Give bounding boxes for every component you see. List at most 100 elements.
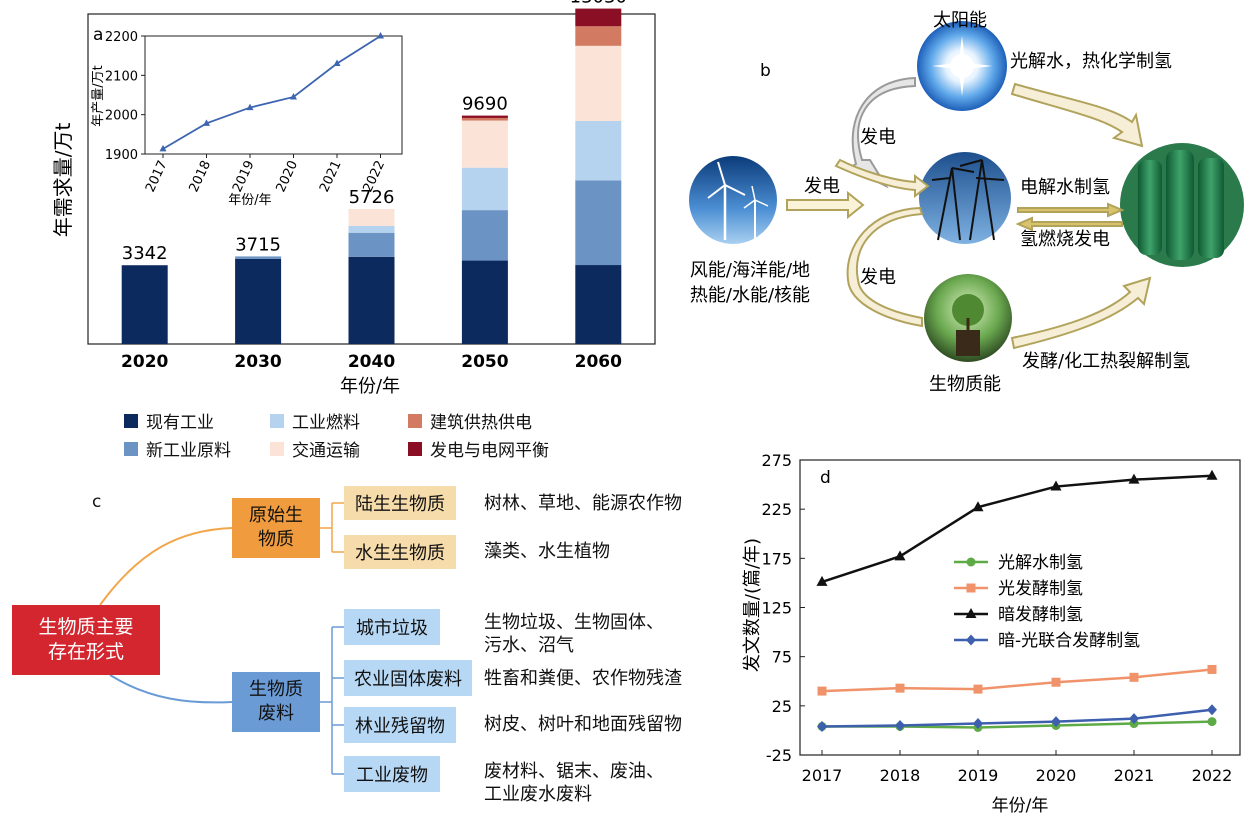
y-tick-label: 275: [761, 451, 792, 470]
bar-segment: [235, 258, 282, 344]
x-tick-label: 2019: [958, 766, 999, 785]
x-tick-label: 2030: [234, 352, 281, 372]
urban-desc-line2: 污水、沼气: [484, 635, 574, 656]
agri-desc: 牲畜和粪便、农作物残渣: [484, 668, 682, 689]
x-tick-label: 2020: [121, 352, 168, 372]
legend-swatch: [408, 441, 422, 456]
y-tick-label: 175: [761, 549, 792, 568]
x-tick-label: 2050: [461, 352, 508, 372]
waste-biomass-node: 生物质 废料: [232, 672, 320, 732]
series-point: [972, 501, 984, 512]
y-tick-label: -25: [766, 746, 792, 765]
chart-d-xlabel: 年份/年: [992, 796, 1049, 816]
sources-line2: 热能/水能/核能: [690, 285, 810, 306]
series-line: [821, 668, 1213, 693]
arrow-bio-to-pylon: [846, 206, 924, 328]
gen-top-label: 发电: [860, 127, 896, 148]
chart-d-ylabel: 发文数量/(篇/年): [742, 538, 763, 672]
sources-line1: 风能/海洋能/地: [690, 260, 810, 281]
chart-d-panel-label: d: [820, 468, 831, 488]
bar-segment: [461, 117, 508, 121]
arrow-wind-to-pylon-upper: [834, 158, 930, 199]
gen-left-label: 发电: [804, 176, 840, 197]
arrow-electrolysis: [1017, 202, 1125, 218]
x-tick-label: 2060: [575, 352, 622, 372]
industrial-waste-node: 工业废物: [344, 756, 440, 792]
legend-item-new-feedstock: 新工业原料: [124, 436, 231, 461]
arrow-solar-to-h2: [1010, 82, 1144, 148]
y-tick-label: 225: [761, 500, 792, 519]
bar-segment: [575, 121, 622, 181]
industrial-desc-line2: 工业废水废料: [484, 784, 592, 805]
chart-d: d 发文数量/(篇/年) 年份/年 -25 25 75 125 175 225 275 201…: [742, 451, 1241, 816]
agri-waste-node: 农业固体废料: [344, 660, 472, 696]
y-tick-label: 75: [772, 648, 792, 667]
forest-residue-node: 林业残留物: [344, 707, 456, 743]
series-point: [965, 608, 977, 618]
series-point: [973, 718, 983, 730]
legend-label: 暗发酵制氢: [998, 605, 1083, 625]
x-tick-label: 2017: [802, 766, 843, 785]
bar-total-label: 13030: [570, 0, 627, 8]
bar-segment: [235, 256, 282, 259]
inset-point: [290, 92, 297, 100]
y-tick-label: 1900: [105, 148, 138, 163]
waste-node-line1: 生物质: [249, 679, 303, 700]
bar-segment: [575, 265, 622, 344]
urban-waste-node: 城市垃圾: [344, 609, 440, 645]
series-point: [1206, 469, 1218, 480]
forest-desc: 树皮、树叶和地面残留物: [484, 714, 682, 735]
inset-line: [162, 35, 381, 150]
root-node-line1: 生物质主要: [38, 616, 134, 638]
legend-item-building: 建筑供热供电: [408, 408, 532, 433]
solar-label: 太阳能: [933, 10, 987, 31]
x-tick-label: 2018: [880, 766, 921, 785]
power-pylon-icon: [919, 152, 1011, 244]
legend-item-power: 发电与电网平衡: [408, 436, 549, 461]
bar-segment: [348, 256, 395, 344]
hydrogen-cylinder-icon: [1120, 143, 1244, 267]
bar-segment: [461, 120, 508, 168]
series-point: [1051, 677, 1061, 687]
photolysis-label: 光解水，热化学制氢: [1010, 51, 1172, 72]
x-tick-label: 2019: [230, 158, 258, 194]
series-point: [1051, 716, 1061, 728]
series-point: [1129, 672, 1139, 682]
electrolysis-label: 电解水制氢: [1020, 177, 1110, 198]
series-point: [1207, 664, 1217, 674]
panel-c-label: c: [92, 492, 102, 512]
series-point: [895, 720, 905, 731]
series-point: [816, 575, 828, 586]
x-tick-label: 2021: [317, 158, 345, 194]
primary-biomass-node: 原始生 物质: [232, 498, 320, 558]
series-line: [821, 474, 1213, 584]
y-tick-label: 2000: [105, 109, 138, 124]
legend-item-transport: 交通运输: [270, 436, 360, 461]
series-line: [821, 708, 1213, 728]
x-tick-label: 2040: [348, 352, 395, 372]
legend-label: 光解水制氢: [998, 553, 1083, 573]
y-tick-label: 25: [772, 697, 792, 716]
connector-root-waste: [109, 674, 233, 704]
y-tick-label: 125: [761, 599, 792, 618]
inset-point: [203, 119, 210, 126]
x-tick-label: 2018: [187, 158, 215, 194]
flow-arrows: [786, 76, 1152, 350]
bar-segment: [461, 210, 508, 261]
bar-total-label: 9690: [462, 94, 508, 115]
series-point: [817, 686, 827, 696]
inset-point: [377, 32, 384, 39]
x-tick-label: 2022: [1192, 766, 1233, 785]
gen-bottom-label: 发电: [860, 267, 896, 288]
legend-label: 暗-光联合发酵制氢: [998, 631, 1140, 651]
inset-xlabel: 年份/年: [228, 193, 271, 208]
chart-a-panel-label: a: [93, 25, 103, 45]
biomass-label: 生物质能: [929, 374, 1001, 395]
series-point: [1129, 713, 1139, 725]
chart-a-xlabel: 年份/年: [340, 376, 400, 397]
arrow-bio-to-h2: [1010, 276, 1152, 350]
primary-node-line2: 物质: [258, 529, 294, 550]
series-point: [1128, 473, 1140, 484]
primary-node-line1: 原始生: [249, 505, 303, 526]
chart-a-ylabel: 年需求量/万t: [51, 123, 75, 238]
